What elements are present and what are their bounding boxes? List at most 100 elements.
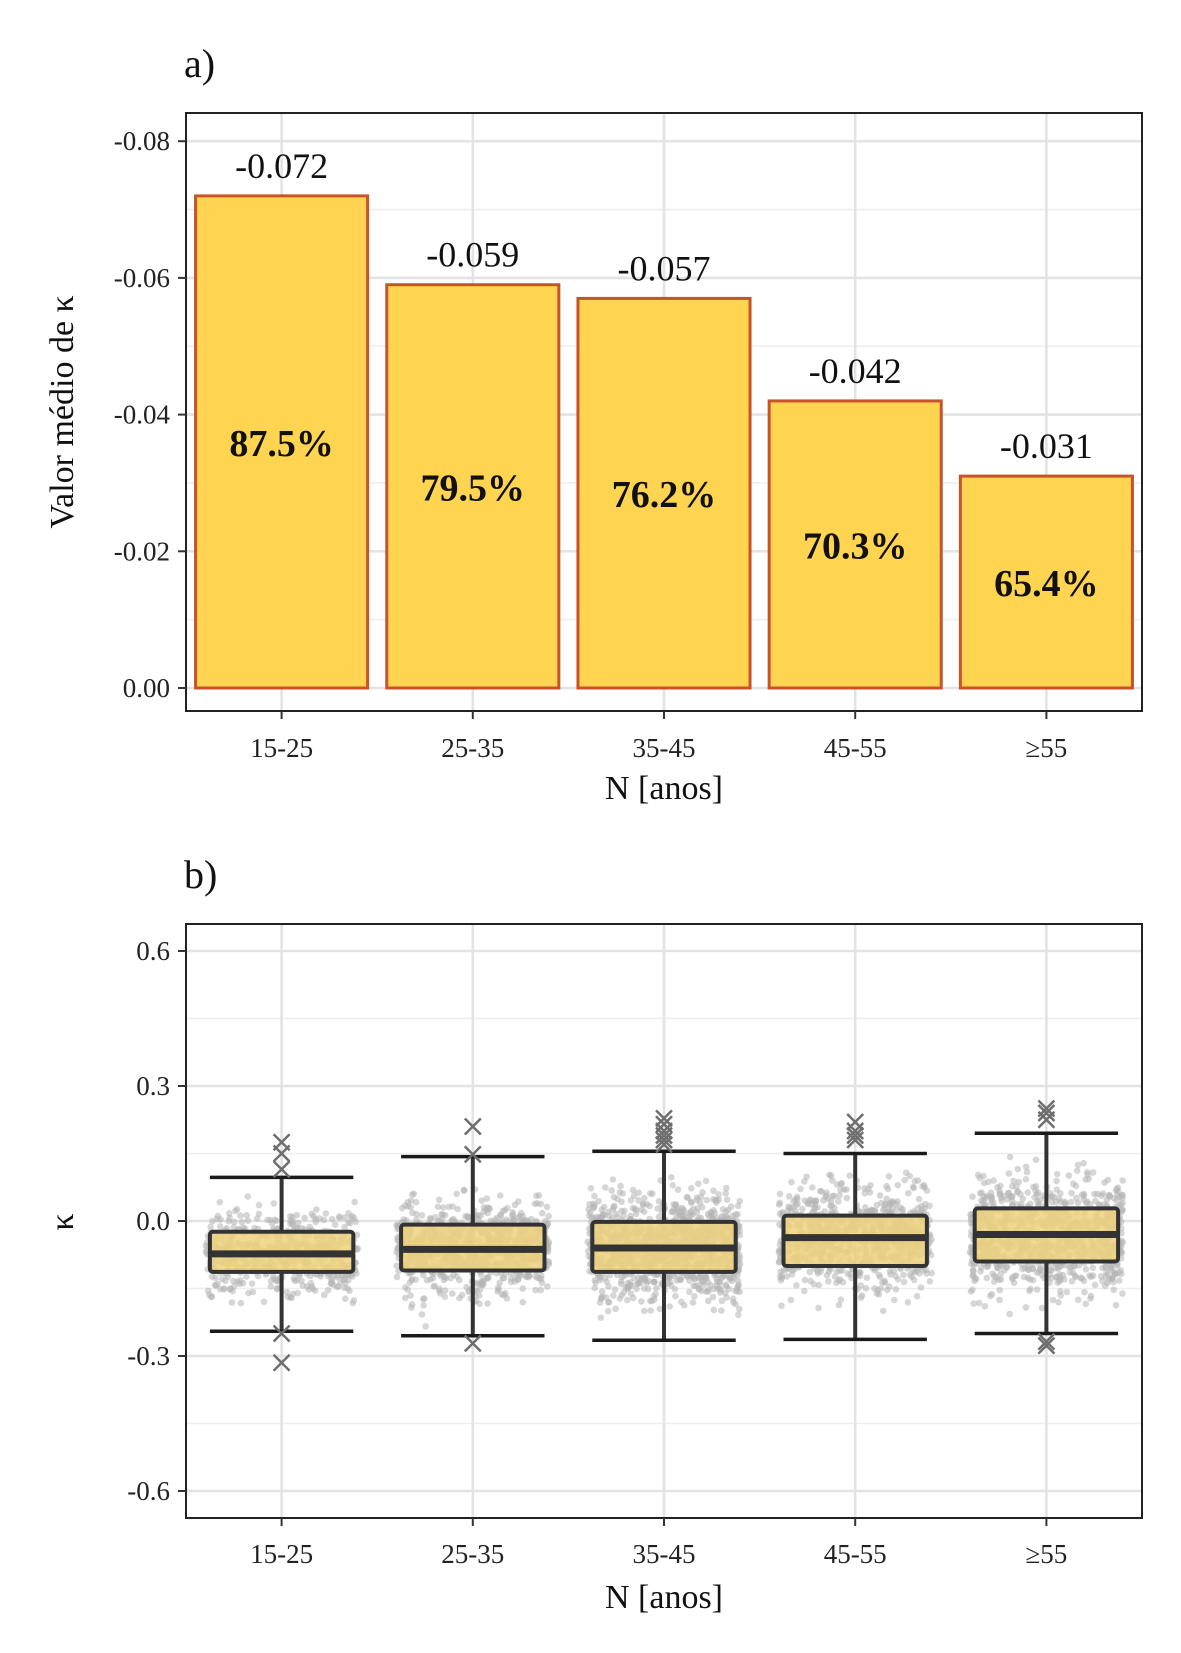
jitter-point [609,1176,617,1183]
jitter-point [988,1199,995,1207]
jitter-point [212,1282,219,1289]
jitter-point [735,1311,742,1319]
jitter-point [837,1186,844,1194]
jitter-point [422,1323,429,1330]
jitter-point [517,1209,525,1217]
jitter-point [856,1269,863,1276]
jitter-point [1057,1198,1064,1206]
jitter-point [641,1307,648,1315]
outlier-marker [846,1126,865,1145]
jitter-point [614,1195,621,1203]
jitter-point [336,1214,343,1222]
jitter-point [590,1204,598,1211]
jitter-point [202,1248,209,1256]
jitter-point [334,1274,341,1281]
jitter-point [294,1219,302,1227]
jitter-point [509,1211,516,1218]
jitter-point [894,1181,902,1189]
outlier-marker [655,1109,673,1128]
jitter-point [846,1172,854,1179]
jitter-point [458,1291,466,1299]
jitter-point [1119,1206,1126,1213]
jitter-point [871,1267,879,1274]
jitter-point [632,1210,640,1218]
jitter-point [307,1279,315,1287]
jitter-point [689,1273,697,1280]
jitter-point [891,1296,898,1304]
panel-b-y-axis: -0.6 -0.3 0.0 0.3 0.6 [127,936,186,1506]
jitter-point [668,1174,675,1181]
jitter-point [434,1217,442,1224]
jitter-point [449,1203,456,1210]
jitter-point [1105,1192,1113,1199]
jitter-point [638,1298,645,1305]
jitter-point [216,1198,224,1206]
jitter-point [421,1295,428,1302]
jitter-point [707,1282,715,1289]
jitter-point [1019,1195,1027,1203]
jitter-point [1094,1190,1101,1198]
jitter-point [1115,1188,1122,1195]
jitter-point [251,1224,258,1232]
jitter-point [861,1190,869,1197]
jitter-point [299,1282,307,1289]
jitter-point [1055,1299,1062,1306]
jitter-point [678,1209,686,1216]
jitter-point [869,1207,876,1214]
jitter-point [666,1279,674,1286]
jitter-point [686,1288,693,1296]
jitter-point [435,1287,443,1295]
jitter-point [238,1218,246,1226]
jitter-point [975,1299,983,1307]
jitter-point [253,1215,261,1222]
jitter-point [1029,1276,1037,1284]
x-tick-label: 15-25 [250,1539,313,1569]
jitter-point [1063,1288,1071,1296]
jitter-point [393,1262,401,1269]
jitter-point [1107,1264,1115,1272]
jitter-point [306,1272,314,1280]
jitter-point [994,1184,1001,1191]
jitter-point [801,1276,809,1284]
jitter-point [655,1197,663,1205]
jitter-point [710,1306,718,1314]
jitter-point [892,1286,900,1293]
jitter-point [328,1215,336,1223]
y-tick-label: 0.0 [136,1206,170,1236]
jitter-point [510,1217,517,1224]
x-tick-label: 45-55 [824,1539,887,1569]
jitter-point [1057,1292,1064,1299]
jitter-point [787,1296,795,1304]
jitter-point [838,1179,845,1187]
jitter-point [476,1300,483,1308]
jitter-point [683,1273,691,1280]
jitter-point [730,1299,737,1306]
y-tick-label: 0.6 [136,936,170,966]
jitter-point [617,1278,625,1285]
jitter-point [283,1288,291,1296]
bar-percent-label: 65.4% [994,563,1099,605]
jitter-point [611,1286,619,1293]
jitter-point [785,1193,793,1200]
jitter-point [213,1215,221,1223]
jitter-point [825,1278,832,1285]
y-tick-label: 0.00 [123,673,170,703]
jitter-point [683,1193,691,1201]
jitter-point [609,1206,617,1213]
jitter-point [1027,1285,1034,1293]
jitter-point [226,1214,233,1222]
outlier-marker [1037,1104,1056,1122]
jitter-point [1053,1177,1060,1185]
jitter-point [718,1307,725,1314]
jitter-point [1087,1295,1094,1302]
jitter-point [619,1190,627,1197]
jitter-point [273,1285,281,1293]
jitter-point [539,1209,546,1217]
panel-a-y-axis: 0.00 -0.02 -0.04 -0.06 -0.08 [114,126,186,703]
jitter-point [654,1205,661,1212]
jitter-point [857,1282,865,1289]
jitter-point [983,1194,990,1201]
jitter-point [885,1173,893,1180]
jitter-point [672,1292,679,1300]
jitter-point [1075,1262,1083,1269]
